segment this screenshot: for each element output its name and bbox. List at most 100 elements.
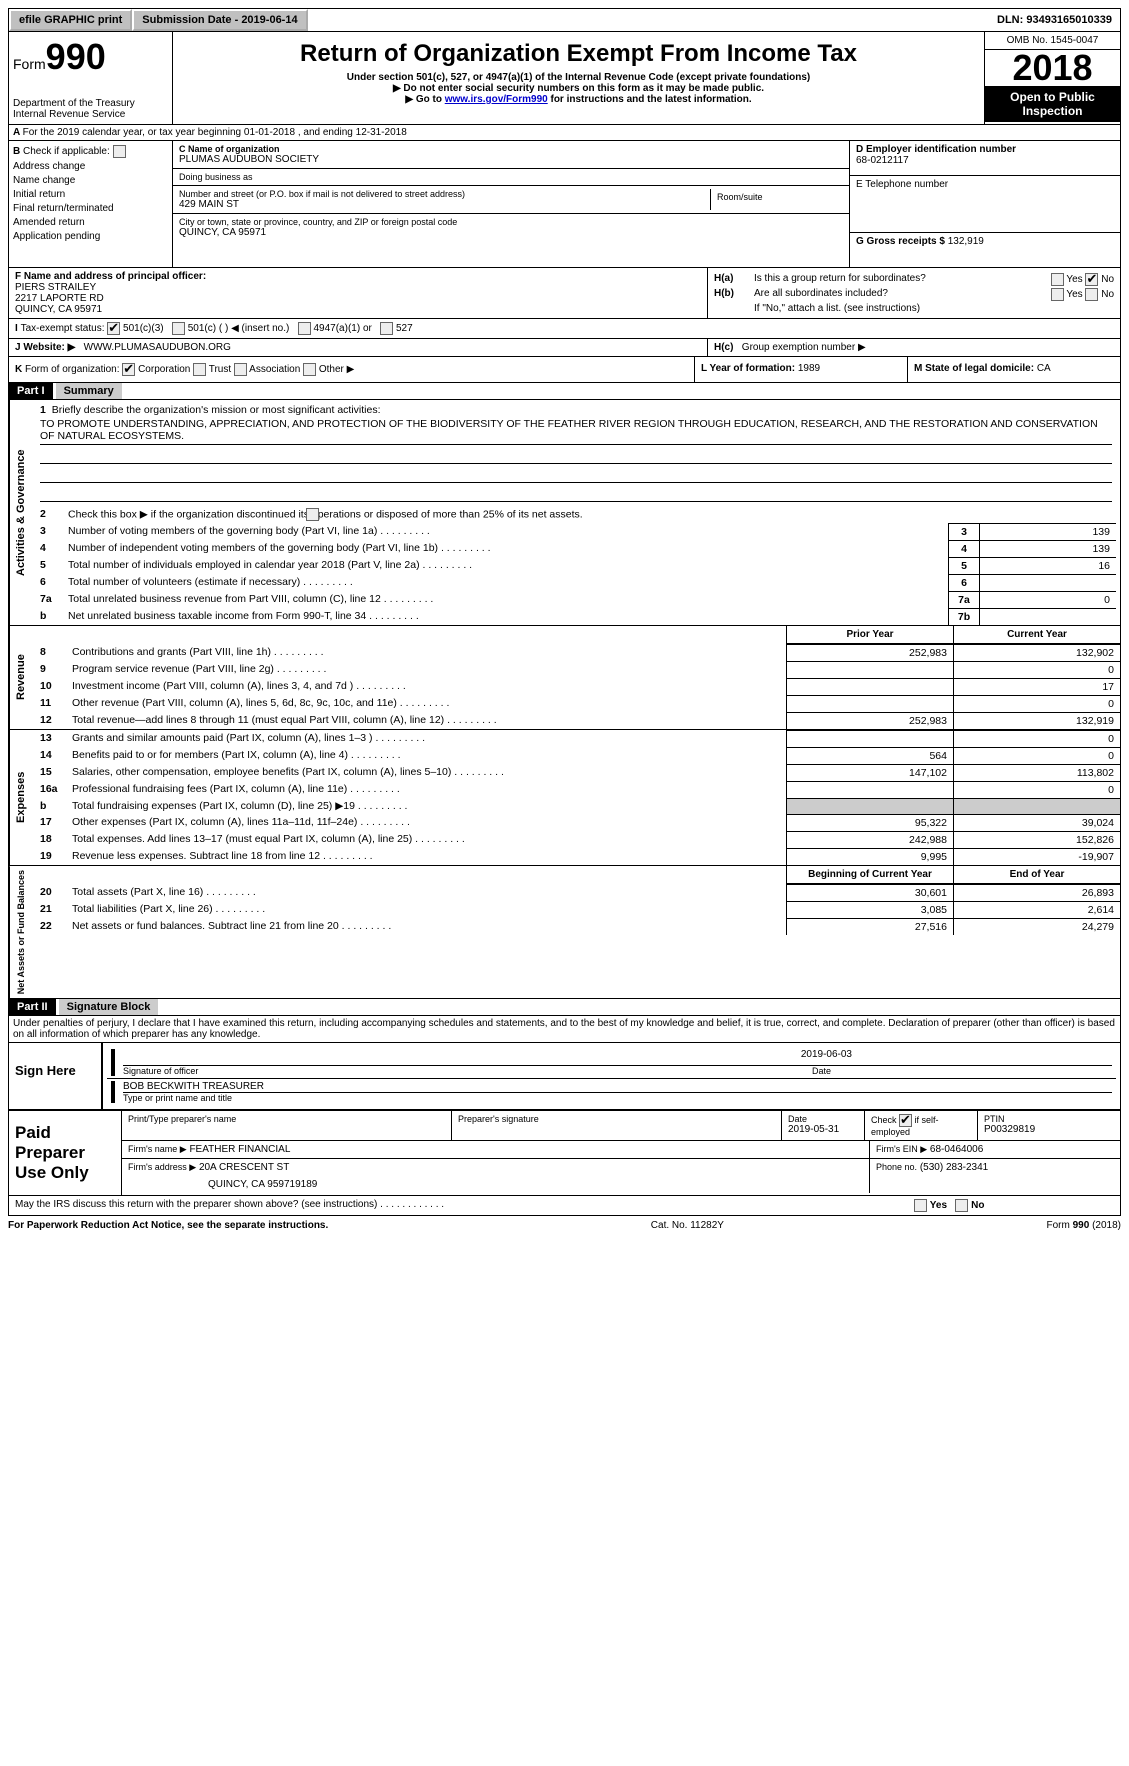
i-opt-2: 4947(a)(1) or: [313, 323, 371, 334]
mission-text: TO PROMOTE UNDERSTANDING, APPRECIATION, …: [40, 416, 1112, 445]
org-name: PLUMAS AUDUBON SOCIETY: [179, 154, 843, 165]
section-f-h: F Name and address of principal officer:…: [8, 268, 1121, 319]
i-check-0[interactable]: [107, 322, 120, 335]
mission-blank-2: [40, 464, 1112, 483]
h-b-row: H(b) Are all subordinates included? Yes …: [714, 288, 1114, 301]
firm-name-row: Firm's name ▶ FEATHER FINANCIAL Firm's E…: [122, 1141, 1120, 1159]
hc-text: Group exemption number ▶: [742, 342, 866, 353]
sig-date-value: 2019-06-03: [123, 1049, 1112, 1065]
street-value: 429 MAIN ST: [179, 199, 704, 210]
i-check-2[interactable]: [298, 322, 311, 335]
b-item-4: Amended return: [13, 217, 168, 228]
line-18: 18Total expenses. Add lines 13–17 (must …: [32, 831, 1120, 848]
column-h: H(a) Is this a group return for subordin…: [707, 268, 1120, 318]
part1-revenue: Revenue Prior Year Current Year 8Contrib…: [8, 626, 1121, 730]
e-box: E Telephone number: [850, 176, 1120, 233]
c-city-box: City or town, state or province, country…: [173, 214, 849, 241]
prior-year-header: Prior Year: [786, 626, 953, 644]
hb-yes-check[interactable]: [1051, 288, 1064, 301]
street-label: Number and street (or P.O. box if mail i…: [179, 189, 704, 199]
k-check-0[interactable]: [122, 363, 135, 376]
ptin-value: P00329819: [984, 1124, 1114, 1135]
i-check-1[interactable]: [172, 322, 185, 335]
phone-value: (530) 283-2341: [920, 1162, 988, 1173]
line2-check[interactable]: [306, 508, 319, 521]
column-f: F Name and address of principal officer:…: [9, 268, 707, 318]
line-11: 11Other revenue (Part VIII, column (A), …: [32, 695, 1120, 712]
line-22: 22Net assets or fund balances. Subtract …: [32, 918, 1120, 935]
firm-addr: 20A CRESCENT ST: [199, 1162, 289, 1173]
k-label: Form of organization:: [25, 364, 120, 375]
part1-netassets: Net Assets or Fund Balances Beginning of…: [8, 866, 1121, 999]
phone-label: Phone no.: [876, 1162, 917, 1172]
gov-line-5: 5Total number of individuals employed in…: [32, 557, 1120, 574]
k-check-2[interactable]: [234, 363, 247, 376]
i-opt-0: 501(c)(3): [123, 323, 164, 334]
row-k-l-m: K Form of organization: Corporation Trus…: [8, 357, 1121, 383]
open-public-badge: Open to Public Inspection: [985, 86, 1120, 122]
row-a: A For the 2019 calendar year, or tax yea…: [8, 125, 1121, 141]
preparer-section: Paid Preparer Use Only Print/Type prepar…: [8, 1110, 1121, 1196]
k-check-1[interactable]: [193, 363, 206, 376]
ha-yes-check[interactable]: [1051, 273, 1064, 286]
form-title: Return of Organization Exempt From Incom…: [177, 40, 980, 68]
line-15: 15Salaries, other compensation, employee…: [32, 764, 1120, 781]
irs-link[interactable]: www.irs.gov/Form990: [445, 94, 548, 105]
efile-button[interactable]: efile GRAPHIC print: [9, 9, 132, 31]
footer-right: Form 990 (2018): [1047, 1220, 1121, 1231]
part1-title: Summary: [56, 383, 122, 399]
submission-button[interactable]: Submission Date - 2019-06-14: [132, 9, 307, 31]
b-item-5: Application pending: [13, 231, 168, 242]
firm-addr-row: Firm's address ▶ 20A CRESCENT ST QUINCY,…: [122, 1159, 1120, 1193]
i-check-3[interactable]: [380, 322, 393, 335]
k-cell: K Form of organization: Corporation Trus…: [9, 357, 694, 382]
line2-text: Check this box ▶ if the organization dis…: [68, 508, 583, 520]
line-2: 2 Check this box ▶ if the organization d…: [32, 506, 1120, 523]
k-check-3[interactable]: [303, 363, 316, 376]
header-center: Return of Organization Exempt From Incom…: [173, 32, 984, 124]
discuss-row: May the IRS discuss this return with the…: [8, 1196, 1121, 1216]
firm-addr2: QUINCY, CA 959719189: [128, 1173, 863, 1190]
hb-note: If "No," attach a list. (see instruction…: [714, 303, 1114, 314]
k-opt-3: Other ▶: [319, 364, 354, 375]
b-item-1: Name change: [13, 175, 168, 186]
begin-year-header: Beginning of Current Year: [786, 866, 953, 884]
tax-year: 2018: [985, 50, 1120, 86]
l-value: 1989: [798, 363, 820, 374]
c-name-label: C Name of organization: [179, 144, 280, 154]
ha-no-check[interactable]: [1085, 273, 1098, 286]
sign-here-label: Sign Here: [9, 1043, 103, 1109]
d-label: D Employer identification number: [856, 144, 1016, 155]
d-box: D Employer identification number 68-0212…: [850, 141, 1120, 176]
part2-header-row: Part II Signature Block: [8, 999, 1121, 1016]
paid-preparer-label: Paid Preparer Use Only: [9, 1111, 121, 1195]
discuss-yes-check[interactable]: [914, 1199, 927, 1212]
self-emp-check[interactable]: [899, 1114, 912, 1127]
hb-no-check[interactable]: [1085, 288, 1098, 301]
column-c: C Name of organization PLUMAS AUDUBON SO…: [173, 141, 849, 267]
b-item-3: Final return/terminated: [13, 203, 168, 214]
hc-label: H(c): [714, 342, 733, 353]
city-label: City or town, state or province, country…: [179, 217, 843, 227]
h-a-row: H(a) Is this a group return for subordin…: [714, 273, 1114, 286]
line-8: 8Contributions and grants (Part VIII, li…: [32, 644, 1120, 661]
row-i: I Tax-exempt status: 501(c)(3) 501(c) ( …: [8, 319, 1121, 339]
ha-label: H(a): [714, 273, 754, 286]
g-value: 132,919: [948, 236, 984, 247]
line-19: 19Revenue less expenses. Subtract line 1…: [32, 848, 1120, 865]
g-label: G Gross receipts $: [856, 236, 945, 247]
header-left: Form990 Department of the Treasury Inter…: [9, 32, 173, 124]
firm-ein: 68-0464006: [930, 1144, 983, 1155]
ein-value: 68-0212117: [856, 155, 1114, 166]
gov-line-7a: 7aTotal unrelated business revenue from …: [32, 591, 1120, 608]
discuss-no-check[interactable]: [955, 1199, 968, 1212]
line-9: 9Program service revenue (Part VIII, lin…: [32, 661, 1120, 678]
subtitle-3: ▶ Go to www.irs.gov/Form990 for instruct…: [177, 94, 980, 105]
sub3-pre: ▶ Go to: [405, 94, 444, 105]
sig-officer-label: Signature of officer: [123, 1066, 812, 1076]
end-year-header: End of Year: [953, 866, 1120, 884]
m-value: CA: [1037, 363, 1051, 374]
checkbox-b[interactable]: [113, 145, 126, 158]
line-13: 13Grants and similar amounts paid (Part …: [32, 730, 1120, 747]
mission-block: 1 Briefly describe the organization's mi…: [32, 400, 1120, 506]
